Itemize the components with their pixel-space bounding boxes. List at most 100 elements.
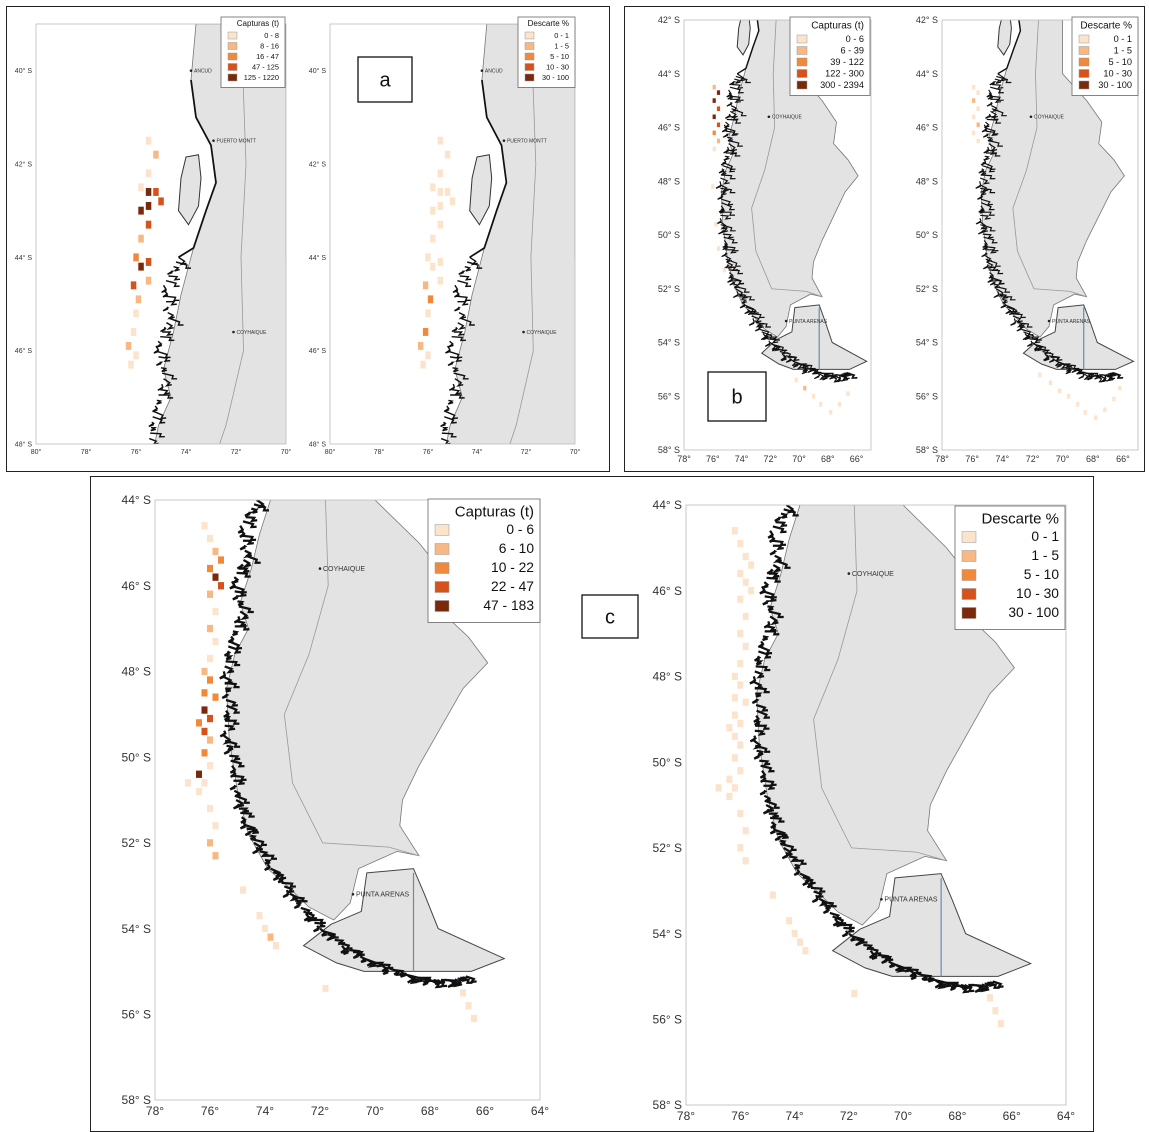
legend-swatch xyxy=(961,607,977,619)
lon-tick-label: 72° xyxy=(521,448,532,456)
lat-tick-label: 44° S xyxy=(15,254,33,262)
grid-cell xyxy=(207,804,213,813)
city-coyhaique-label: COYHAIQUE xyxy=(1034,115,1065,121)
grid-cell xyxy=(207,654,213,663)
lat-tick-label: 48° S xyxy=(15,440,33,448)
border-line xyxy=(1012,20,1087,298)
legend-label: 125 - 1220 xyxy=(244,73,279,82)
grid-cell xyxy=(1067,394,1071,399)
lon-tick-label: 76° xyxy=(423,448,434,456)
legend-title: Descarte % xyxy=(528,19,569,28)
legend-swatch xyxy=(796,46,808,55)
plot-border xyxy=(154,499,541,1101)
grid-cell xyxy=(207,624,213,633)
plot-border xyxy=(683,19,872,451)
grid-cell xyxy=(748,561,755,569)
grid-cell xyxy=(791,929,798,938)
city-punta-arenas-dot xyxy=(1047,319,1051,323)
catch-cells xyxy=(185,522,477,1023)
legend-label: 10 - 22 xyxy=(491,560,534,575)
plot-border xyxy=(941,19,1139,451)
lat-tick-label: 56° S xyxy=(658,391,680,401)
lat-tick-label: 52° S xyxy=(122,836,151,850)
grid-cell xyxy=(715,784,722,792)
lat-tick-label: 44° S xyxy=(309,254,327,262)
lat-tick-label: 56° S xyxy=(653,1013,682,1027)
lat-tick-label: 50° S xyxy=(658,230,680,240)
catch-cells xyxy=(972,84,1122,421)
lon-tick-label: 68° xyxy=(948,1109,966,1123)
city-puerto-montt-dot xyxy=(502,139,506,142)
lat-tick-label: 54° S xyxy=(122,922,151,936)
grid-cell xyxy=(420,360,426,369)
grid-cell xyxy=(742,857,749,865)
lat-tick-label: 48° S xyxy=(916,176,938,186)
grid-cell xyxy=(207,714,213,723)
lon-tick-label: 78° xyxy=(935,454,949,464)
grid-cell xyxy=(207,676,213,684)
city-coyhaique-dot xyxy=(318,567,322,570)
grid-cell xyxy=(128,360,134,369)
map-b-capturas: 42° S 44° S 46° S 48° S 50° S 52° S 54° S 56° S… xyxy=(658,15,872,464)
svg-text:c: c xyxy=(605,607,615,629)
lat-tick-label: 42° S xyxy=(15,160,33,168)
grid-cell xyxy=(737,659,744,668)
lon-tick-label: 70° xyxy=(1056,454,1070,464)
legend-label: 5 - 10 xyxy=(550,52,569,61)
grid-cell xyxy=(837,402,841,407)
grid-cell xyxy=(133,351,139,360)
mainland-shape xyxy=(226,500,489,921)
grid-cell xyxy=(138,183,144,192)
lat-tick-label: 58° S xyxy=(658,445,680,455)
lat-tick-label: 46° S xyxy=(658,123,680,133)
grid-cell xyxy=(437,169,443,178)
chiloe-island-shape xyxy=(177,154,202,226)
grid-cell xyxy=(207,564,213,573)
legend-swatch xyxy=(227,63,238,71)
legend-swatch xyxy=(961,569,977,581)
legend-swatch xyxy=(796,80,808,90)
legend-swatch xyxy=(961,588,977,600)
grid-cell xyxy=(737,595,744,603)
legend-c-descarte: Descarte % 0 - 1 1 - 5 5 - 10 10 - 30 30 - 10… xyxy=(954,505,1066,630)
legend-swatch xyxy=(524,63,535,71)
lon-tick-label: 72° xyxy=(840,1109,858,1123)
grid-cell xyxy=(731,732,738,741)
grid-cell xyxy=(425,351,431,360)
legend-swatch xyxy=(796,57,808,67)
legend-swatch xyxy=(961,550,977,562)
longitude-ticks: 78° 76° 74° 72° 70° 68° 66° 64° xyxy=(146,1104,549,1118)
grid-cell xyxy=(201,522,208,530)
lon-tick-label: 64° xyxy=(1057,1109,1075,1123)
grid-cell xyxy=(267,933,274,941)
legend-title: Descarte % xyxy=(981,510,1059,527)
city-puerto-montt-label: PUERTO MONTT xyxy=(217,138,257,144)
city-punta-arenas-label: PUNTA ARENAS xyxy=(884,897,937,904)
legend-swatch xyxy=(434,600,450,612)
legend-label: 30 - 100 xyxy=(1098,80,1132,90)
lat-tick-label: 40° S xyxy=(15,67,33,75)
legend-title: Descarte % xyxy=(1080,21,1132,32)
plot-border xyxy=(329,23,576,445)
legend-swatch xyxy=(1078,46,1090,55)
grid-cell xyxy=(716,90,721,95)
lat-tick-label: 52° S xyxy=(916,284,938,294)
city-punta-arenas-label: PUNTA ARENAS xyxy=(356,892,409,899)
grid-cell xyxy=(726,792,733,801)
lon-tick-label: 70° xyxy=(894,1109,912,1123)
longitude-ticks: 78° 76° 74° 72° 70° 68° 66° xyxy=(677,454,864,464)
legend-swatch xyxy=(524,42,535,50)
legend-label: 5 - 10 xyxy=(1109,57,1133,67)
lon-tick-label: 74° xyxy=(181,448,192,456)
grid-cell xyxy=(976,122,980,128)
lat-tick-label: 46° S xyxy=(122,579,151,593)
longitude-ticks: 80° 78° 76° 74° 72° 70° xyxy=(31,448,292,456)
chiloe-island-shape xyxy=(469,154,493,226)
map-a-descarte: 40° S 42° S 44° S 46° S 48° S80° 78° 76° 74° 72°… xyxy=(309,16,580,456)
lat-tick-label: 48° S xyxy=(653,670,682,684)
grid-cell xyxy=(1083,410,1087,415)
city-coyhaique-dot xyxy=(847,572,851,575)
lon-tick-label: 72° xyxy=(311,1104,329,1118)
grid-cell xyxy=(711,184,715,189)
grid-cell xyxy=(726,775,733,783)
